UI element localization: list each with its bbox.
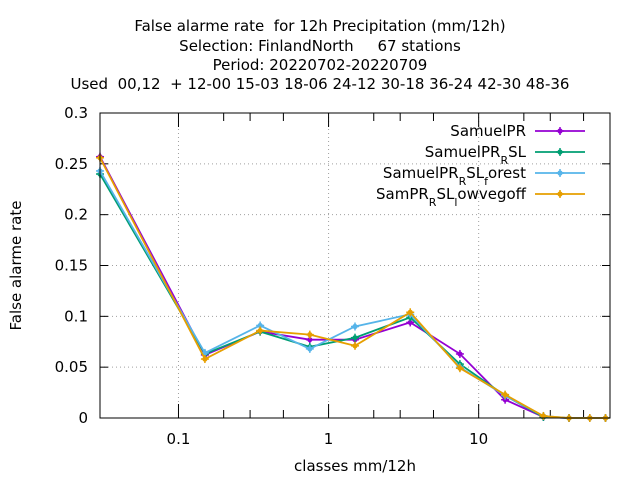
data-point <box>501 390 510 399</box>
chart-title-line-3: Period: 20220702-20220709 <box>212 56 428 74</box>
data-point <box>351 322 359 331</box>
data-point <box>556 190 564 198</box>
legend-label: SamPRRSLlowvegoff <box>376 185 527 209</box>
y-tick-label: 0 <box>78 409 88 427</box>
data-point <box>305 330 314 339</box>
grid-lines <box>100 113 610 418</box>
data-point <box>455 349 464 358</box>
data-point <box>455 364 464 373</box>
x-tick-label: 10 <box>469 430 488 448</box>
data-point <box>256 326 265 335</box>
chart-title-line-4: Used 00,12 + 12-00 15-03 18-06 24-12 30-… <box>70 75 570 93</box>
y-tick-label: 0.15 <box>55 257 88 275</box>
series-1 <box>96 152 610 422</box>
y-tick-label: 0.25 <box>55 155 88 173</box>
data-point <box>556 127 564 135</box>
y-tick-label: 0.2 <box>64 206 88 224</box>
data-point <box>406 308 415 317</box>
y-axis-label: False alarme rate <box>7 201 25 331</box>
series-line <box>99 156 606 419</box>
data-point <box>200 355 209 364</box>
y-tick-label: 0.3 <box>64 104 88 122</box>
data-series <box>96 152 610 422</box>
data-point <box>351 333 359 342</box>
series-line <box>99 170 606 419</box>
legend-entry: SamuelPR <box>450 122 585 140</box>
legend-entry: SamPRRSLlowvegoff <box>376 185 585 209</box>
y-tick-label: 0.1 <box>64 307 88 325</box>
series-4 <box>96 153 610 422</box>
x-tick-label: 1 <box>324 430 334 448</box>
plot-frame <box>99 112 611 419</box>
chart-title-line-1: False alarme rate for 12h Precipitation … <box>134 17 506 35</box>
data-point <box>539 411 548 420</box>
x-axis-label: classes mm/12h <box>294 457 416 475</box>
legend-label: SamuelPRRSLforest <box>383 164 526 188</box>
x-tick-label: 0.1 <box>167 430 191 448</box>
series-line <box>99 157 606 419</box>
chart-title-line-2: Selection: FinlandNorth 67 stations <box>179 37 461 55</box>
axis-ticks: 0 0.05 0.1 0.15 0.2 0.25 0.3 0.1 1 10 <box>55 104 610 448</box>
data-point <box>351 341 359 350</box>
legend-entry: SamuelPRRSLforest <box>383 164 585 188</box>
series-line <box>99 173 606 419</box>
legend: SamuelPR SamuelPRRSLSamuelPRRSLforestSamP… <box>376 122 585 209</box>
legend-label: SamuelPRRSL <box>425 143 527 167</box>
data-point <box>556 148 564 156</box>
legend-label: SamuelPR <box>450 122 526 140</box>
legend-entry: SamuelPRRSL <box>425 143 585 167</box>
data-point <box>305 344 314 353</box>
data-point <box>556 169 564 177</box>
y-tick-label: 0.05 <box>55 358 88 376</box>
